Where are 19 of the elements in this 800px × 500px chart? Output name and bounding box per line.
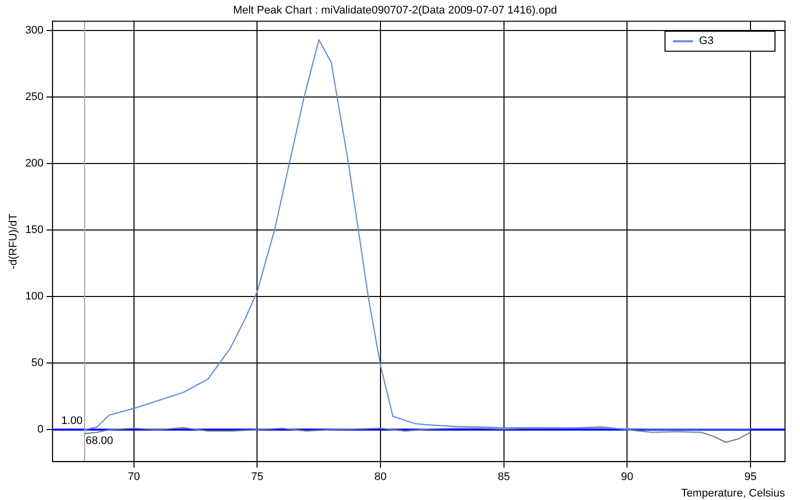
y-tick-label: 50 (31, 357, 44, 370)
y-tick-label: 150 (25, 224, 44, 236)
y-tick-label: 100 (25, 290, 44, 303)
legend-label: G3 (699, 35, 714, 48)
x-tick-label: 85 (498, 471, 510, 484)
x-tick-label: 90 (621, 471, 634, 484)
y-tick-label: 0 (37, 424, 44, 436)
y-tick-label: 300 (25, 24, 44, 37)
y-axis-title: -d(RFU)/dT (8, 213, 20, 270)
x-tick-label: 70 (128, 471, 140, 484)
x-tick-label: 75 (251, 471, 264, 484)
annotation: 1.00 (61, 414, 83, 427)
y-tick-label: 200 (25, 158, 44, 170)
ref-line-label: 68.00 (86, 435, 114, 448)
x-tick-label: 80 (374, 471, 387, 484)
y-tick-label: 250 (25, 91, 44, 104)
x-tick-label: 95 (744, 471, 757, 484)
chart-title: Melt Peak Chart : miValidate090707-2(Data 2009-07-07 1416).opd (233, 4, 557, 17)
x-axis-title: Temperature, Celsius (681, 487, 786, 500)
